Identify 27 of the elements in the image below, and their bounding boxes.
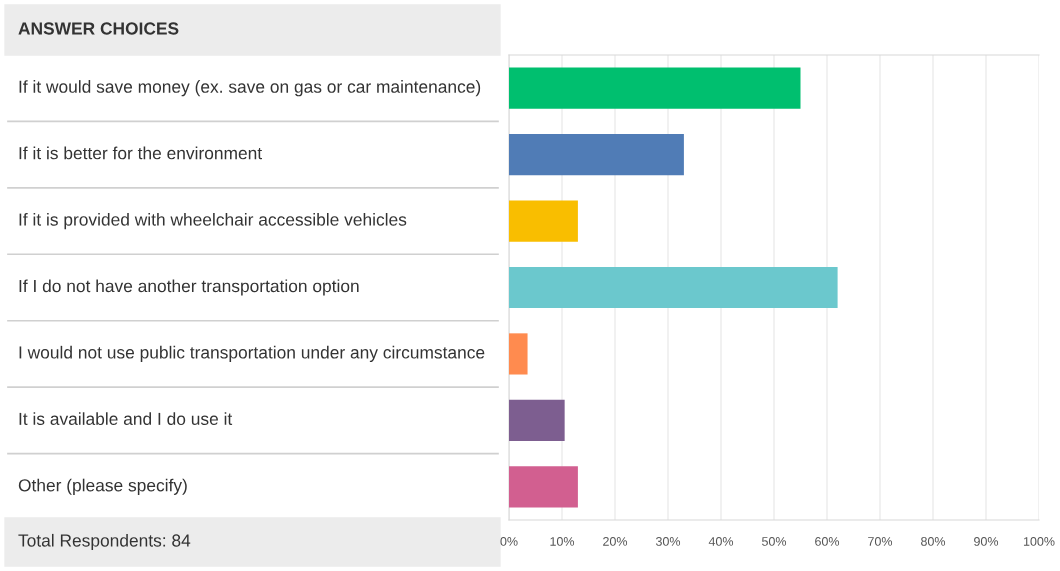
bar	[509, 67, 801, 109]
y-axis-title: ANSWER CHOICES	[18, 22, 179, 35]
bar	[509, 266, 838, 309]
bar	[509, 333, 528, 375]
y-tick-label: If I do not have another transportation option	[19, 279, 359, 296]
y-tick-label: If it would save money (ex. save on gas or car maintenance)	[19, 80, 481, 97]
y-tick-label: Other (please specify)	[18, 478, 187, 495]
bar	[509, 466, 578, 508]
bar	[509, 134, 684, 176]
y-tick-label: It is available and I do use it	[19, 412, 233, 426]
x-tick-label: 90%	[974, 537, 999, 546]
y-tick-label: If it is better for the environment	[19, 146, 262, 160]
x-tick-label: 60%	[815, 537, 840, 546]
y-tick-label: If it is provided with wheelchair accessible vehicles	[19, 212, 407, 230]
x-tick-label: 20%	[603, 537, 628, 546]
x-tick-label: 100%	[1023, 537, 1055, 546]
bar	[509, 399, 565, 441]
x-tick-label: 70%	[868, 537, 893, 546]
x-tick-label: 80%	[921, 537, 946, 546]
y-tick-label: I would not use public transportation under any circumstance	[19, 345, 485, 363]
x-tick-label: 10%	[550, 537, 575, 546]
x-tick-label: 50%	[761, 537, 787, 546]
x-tick-label: 30%	[655, 537, 681, 546]
x-tick-label: 0%	[500, 537, 518, 546]
bar	[509, 200, 578, 242]
x-tick-label: 40%	[708, 537, 734, 546]
text: Total Respondents: 84	[18, 533, 191, 551]
